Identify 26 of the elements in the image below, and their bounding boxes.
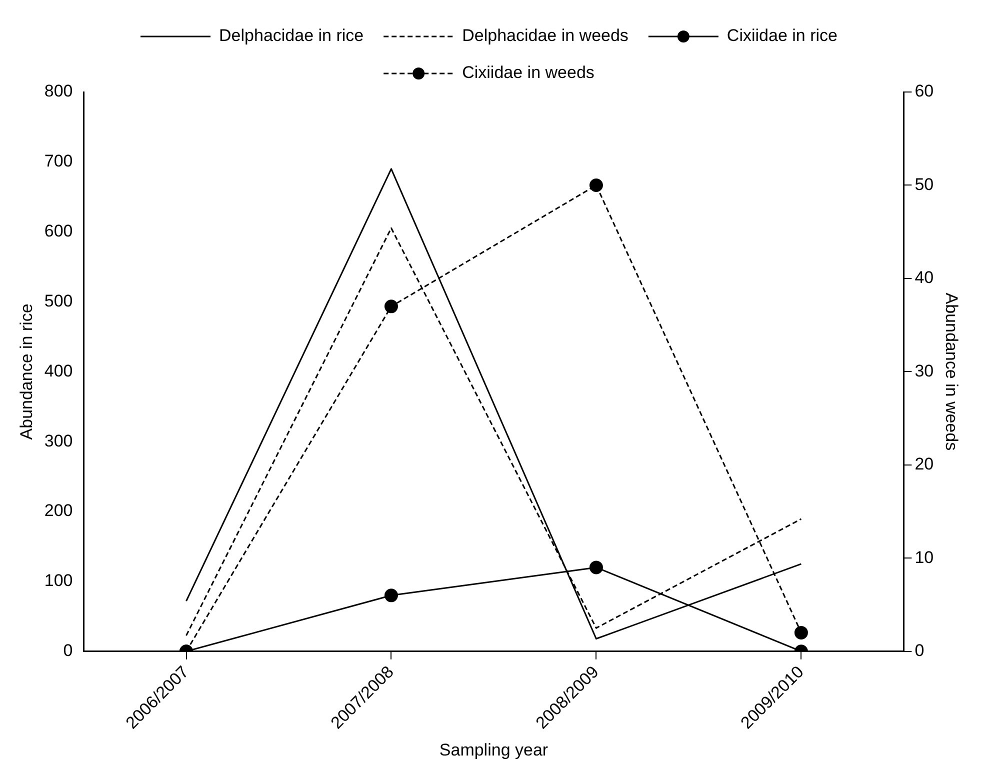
y-tick-label: 100 bbox=[44, 571, 73, 590]
y2-axis-title: Abundance in weeds bbox=[942, 292, 962, 451]
point bbox=[794, 626, 808, 640]
legend-label: Cixiidae in rice bbox=[726, 26, 838, 46]
y2-tick-label: 20 bbox=[914, 454, 934, 474]
y2-tick-label: 50 bbox=[914, 174, 934, 194]
y-tick-label: 500 bbox=[44, 291, 73, 310]
y-axis-title: Abundance in rice bbox=[16, 304, 36, 440]
y2-tick-label: 60 bbox=[914, 82, 934, 101]
y-tick-label: 400 bbox=[44, 361, 73, 380]
x-axis-title: Sampling year bbox=[439, 740, 548, 760]
y-tick-label: 200 bbox=[44, 501, 73, 520]
y2-tick-label: 30 bbox=[914, 361, 934, 380]
legend-label: Delphacidae in weeds bbox=[462, 26, 628, 46]
point bbox=[589, 178, 603, 192]
y-tick-label: 700 bbox=[44, 152, 73, 171]
y2-tick-label: 0 bbox=[914, 641, 924, 660]
y-tick-label: 0 bbox=[63, 641, 73, 660]
y-tick-label: 600 bbox=[44, 222, 73, 241]
y-tick-label: 800 bbox=[44, 82, 73, 101]
y-tick-label: 300 bbox=[44, 431, 73, 450]
y2-tick-label: 10 bbox=[914, 548, 934, 567]
legend-label: Cixiidae in weeds bbox=[462, 63, 594, 82]
y2-tick-label: 40 bbox=[914, 268, 934, 288]
point bbox=[384, 300, 398, 314]
legend-label: Delphacidae in rice bbox=[219, 26, 364, 46]
